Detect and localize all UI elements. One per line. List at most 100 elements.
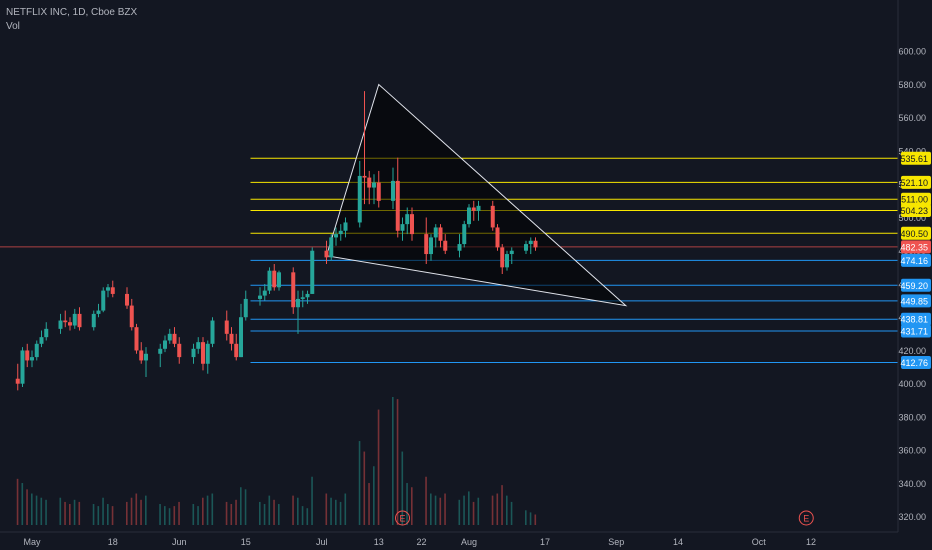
candle-body	[505, 254, 509, 268]
volume-bar	[373, 466, 375, 525]
price-tick-label: 340.00	[898, 479, 926, 489]
volume-bar	[510, 501, 513, 525]
volume-bar	[225, 501, 228, 525]
time-tick-label: May	[23, 537, 41, 547]
volume-bar	[496, 493, 499, 525]
candle-body	[443, 240, 448, 251]
candle-body	[229, 333, 234, 344]
candle-body	[134, 327, 139, 351]
candle-body	[357, 175, 362, 223]
level-price-tag	[901, 226, 931, 240]
candle-body	[262, 290, 267, 296]
level-price-tag	[901, 324, 931, 338]
price-tick-label: 500.00	[898, 213, 926, 223]
candle-body	[338, 230, 343, 235]
candle-body	[334, 234, 338, 238]
volume-bar	[406, 483, 408, 525]
price-tick-label: 600.00	[898, 47, 926, 57]
candle-body	[509, 250, 514, 255]
current-price-tag-label: 482.35	[900, 242, 928, 252]
volume-bar	[69, 504, 71, 525]
volume-bar	[472, 501, 475, 525]
candle-body	[243, 298, 248, 318]
candle-body	[96, 310, 101, 314]
volume-bar	[78, 501, 81, 525]
candle-body	[495, 227, 500, 248]
volume-bar	[292, 495, 294, 525]
candle-body	[424, 234, 429, 255]
candle-body	[490, 205, 495, 228]
volume-bar	[468, 491, 470, 525]
candle-body	[224, 320, 229, 334]
candle-body	[30, 357, 34, 361]
volume-bar	[330, 497, 332, 525]
candle-body	[44, 328, 49, 338]
volume-bar	[31, 493, 33, 525]
candle-body	[191, 348, 196, 358]
candle-body	[163, 340, 167, 349]
level-price-tag	[901, 294, 931, 308]
candle-body	[329, 237, 334, 258]
symbol-title: NETFLIX INC, 1D, Cboe BZX	[6, 7, 138, 18]
volume-bar	[411, 487, 413, 525]
level-price-tag-label: 412.76	[900, 358, 928, 368]
volume-bar	[64, 501, 66, 525]
candle-body	[158, 348, 163, 354]
volume-bar	[311, 476, 313, 525]
candle-body	[167, 333, 172, 341]
volume-bar	[168, 508, 171, 525]
candle-body	[467, 207, 471, 225]
candle-body	[139, 350, 144, 361]
candle-body	[239, 317, 243, 358]
level-price-tag	[901, 253, 931, 267]
volume-bar	[40, 497, 43, 525]
volume-bar	[491, 495, 494, 525]
level-price-tag-label: 474.16	[900, 256, 928, 266]
candle-body	[110, 287, 115, 294]
volume-bar	[145, 495, 147, 525]
time-tick-label: 14	[673, 537, 683, 547]
candle-body	[362, 175, 367, 178]
candle-body	[528, 240, 533, 245]
level-price-tag-label: 431.71	[900, 326, 928, 336]
candle-body	[410, 214, 414, 235]
volume-bar	[434, 495, 437, 525]
volume-bar	[240, 487, 242, 525]
candle-body	[405, 214, 410, 225]
volume-bar	[21, 483, 24, 525]
candle-body	[367, 177, 372, 188]
level-price-tag	[901, 203, 931, 217]
price-tick-label: 320.00	[898, 512, 926, 522]
volume-bar	[173, 506, 176, 525]
volume-bar	[263, 504, 266, 525]
volume-bar	[206, 495, 209, 525]
volume-bar	[273, 499, 275, 525]
volume-bar	[363, 451, 366, 525]
volume-bar	[102, 497, 104, 525]
price-tick-label: 420.00	[898, 346, 926, 356]
volume-bar	[268, 495, 271, 525]
candle-body	[471, 207, 476, 211]
candle-body	[476, 205, 481, 211]
volume-bar	[26, 489, 28, 525]
candle-body	[376, 182, 381, 201]
volume-bar	[377, 409, 380, 525]
volume-bar	[16, 478, 19, 525]
volume-bar	[97, 506, 100, 525]
earnings-marker	[798, 510, 814, 526]
volume-bar	[197, 506, 199, 525]
level-price-tag-label: 459.20	[900, 281, 928, 291]
time-tick-label: 18	[108, 537, 118, 547]
price-tick-label: 580.00	[898, 80, 926, 90]
candle-body	[234, 343, 239, 358]
volume-bar	[339, 501, 342, 525]
candles-layer	[15, 91, 538, 391]
volume-bar	[126, 501, 128, 525]
volume-bar	[335, 499, 337, 525]
volume-label: Vol	[6, 21, 20, 32]
candle-body	[277, 272, 281, 288]
time-tick-label: Jul	[316, 537, 328, 547]
volume-bar	[306, 508, 309, 525]
volume-bar	[130, 497, 133, 525]
